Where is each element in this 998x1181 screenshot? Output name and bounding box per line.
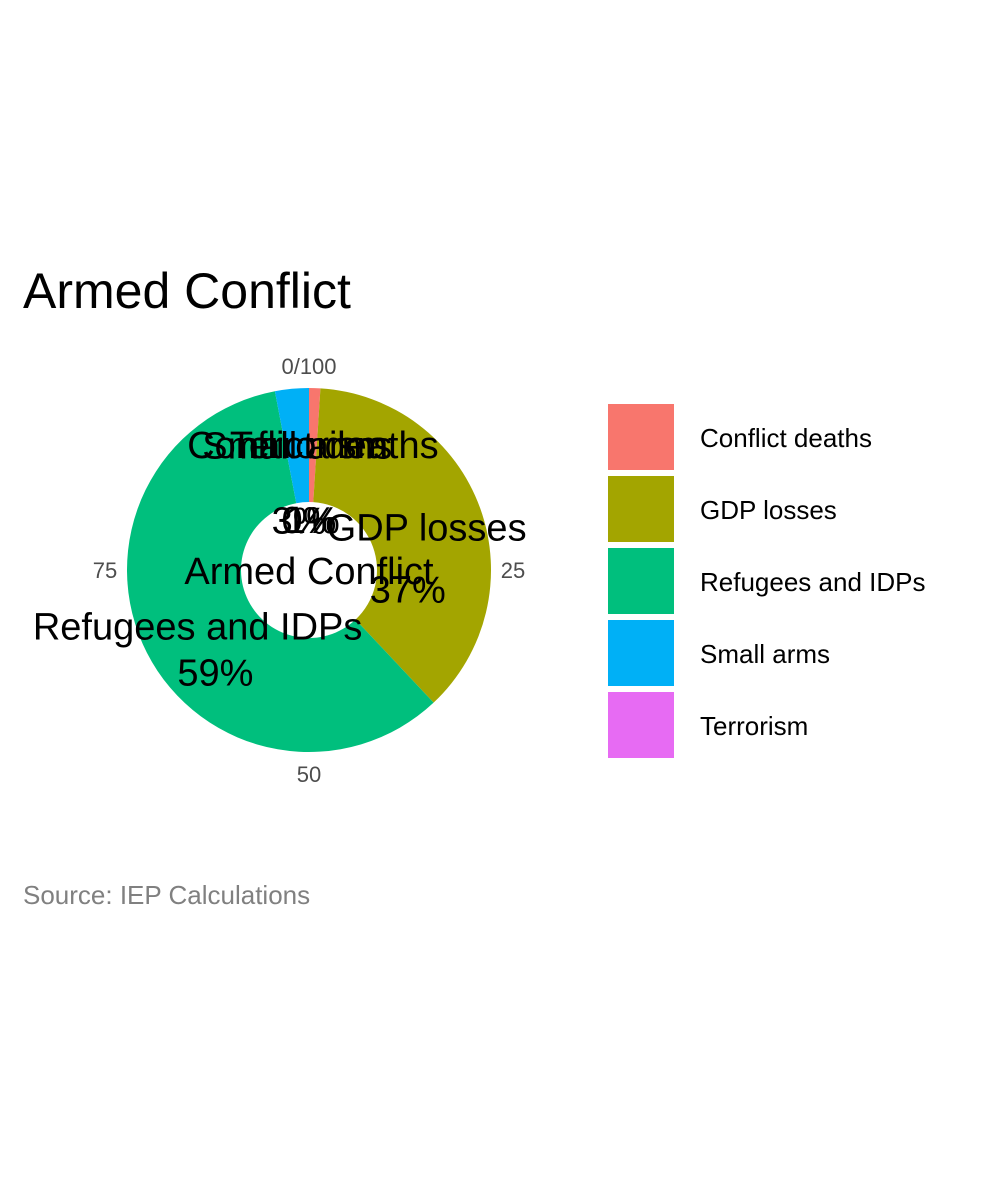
axis-tick-label: 25 xyxy=(501,558,525,583)
slice-name-conflict-deaths: Conflict deaths xyxy=(187,425,438,467)
slice-name-terrorism: Terrorism xyxy=(230,425,388,467)
slice-conflict-deaths xyxy=(309,388,321,503)
axis-tick-label: 0/100 xyxy=(281,354,336,379)
axis-tick-label: 50 xyxy=(297,762,321,787)
slice-refugees-and-idps xyxy=(127,391,434,753)
slice-percent-terrorism: 0% xyxy=(282,500,337,542)
legend-label-terrorism: Terrorism xyxy=(700,711,808,741)
slice-percent-gdp-losses: 37% xyxy=(370,569,446,611)
legend-key-small-arms xyxy=(608,620,674,686)
legend-key-terrorism xyxy=(608,692,674,758)
axis-tick-label: 75 xyxy=(93,558,117,583)
slice-gdp-losses xyxy=(313,388,492,703)
slice-name-small-arms: Small arms xyxy=(202,426,392,468)
slice-name-gdp-losses: GDP losses xyxy=(327,508,527,550)
slice-percent-conflict-deaths: 1% xyxy=(285,500,340,542)
legend-label-small-arms: Small arms xyxy=(700,639,830,669)
slice-small-arms xyxy=(274,388,309,504)
center-label: Armed Conflict xyxy=(184,551,434,593)
angle-axis-ticks: 0/100 25 50 75 xyxy=(93,354,525,787)
legend: Conflict deaths GDP losses Refugees and ID… xyxy=(608,404,925,758)
chart-caption: Source: IEP Calculations xyxy=(23,880,310,910)
legend-key-gdp-losses xyxy=(608,476,674,542)
slice-percent-small-arms: 3% xyxy=(272,500,327,542)
pie-group: Armed Conflict Conflict deaths 1%GDP losse… xyxy=(33,388,527,753)
legend-key-refugees-and-idps xyxy=(608,548,674,614)
slice-name-refugees-and-idps: Refugees and IDPs xyxy=(33,607,363,649)
legend-label-refugees-and-idps: Refugees and IDPs xyxy=(700,567,925,597)
slice-percent-refugees-and-idps: 59% xyxy=(177,653,253,695)
legend-key-conflict-deaths xyxy=(608,404,674,470)
legend-label-gdp-losses: GDP losses xyxy=(700,495,837,525)
legend-label-conflict-deaths: Conflict deaths xyxy=(700,423,872,453)
chart-title: Armed Conflict xyxy=(23,263,351,319)
